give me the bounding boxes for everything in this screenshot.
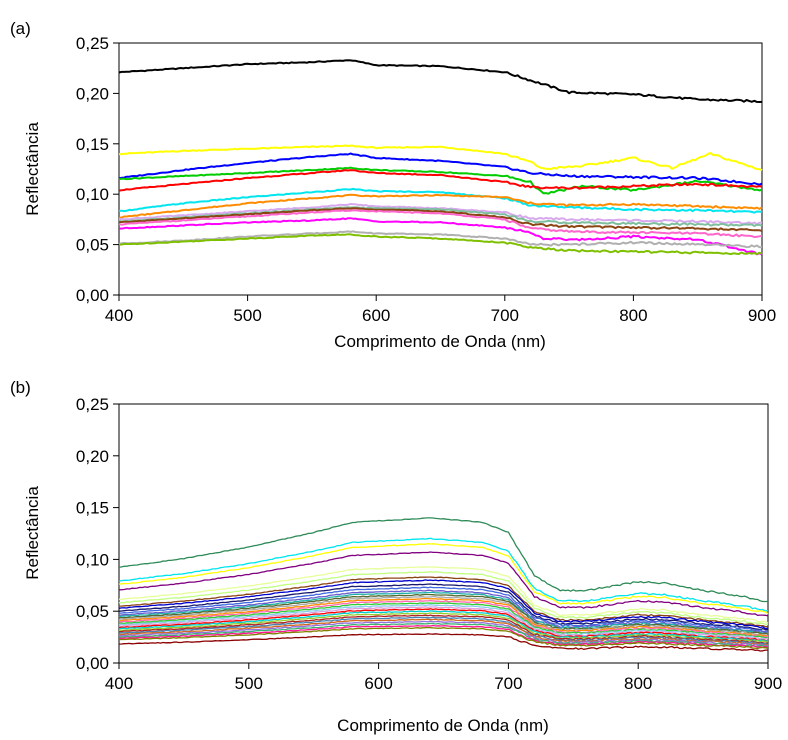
series-line-30 bbox=[118, 633, 768, 652]
series-line-13 bbox=[118, 230, 763, 249]
series-line-6 bbox=[118, 571, 769, 626]
series-line-4 bbox=[118, 551, 769, 617]
panel-b-label: (b) bbox=[10, 378, 31, 397]
panel-b-plot-frame bbox=[118, 403, 769, 664]
y-tick-label: 0,10 bbox=[76, 185, 109, 204]
series-line-6 bbox=[118, 187, 763, 214]
x-tick-label: 400 bbox=[105, 306, 133, 325]
panel-a-y-axis-title: Reflectância bbox=[23, 122, 42, 216]
series-line-14 bbox=[118, 595, 769, 637]
series-line-16 bbox=[119, 599, 769, 638]
panel-a-x-ticks: 400 500 600 700 800 900 bbox=[105, 295, 776, 325]
series-line-29 bbox=[118, 626, 769, 650]
x-tick-label: 900 bbox=[754, 674, 782, 693]
series-line-8 bbox=[118, 579, 769, 630]
panel-b-y-ticks: 0,00 0,05 0,10 0,15 0,20 0,25 bbox=[76, 395, 119, 673]
x-tick-label: 800 bbox=[624, 674, 652, 693]
y-tick-label: 0,05 bbox=[76, 236, 109, 255]
series-line-5 bbox=[118, 566, 769, 624]
series-line-24 bbox=[118, 616, 769, 646]
x-tick-label: 800 bbox=[619, 306, 647, 325]
series-line-11 bbox=[118, 209, 763, 239]
series-line-5 bbox=[118, 169, 763, 192]
series-line-14 bbox=[118, 233, 763, 256]
x-tick-label: 700 bbox=[491, 306, 519, 325]
series-line-27 bbox=[118, 622, 769, 648]
series-line-9 bbox=[118, 206, 763, 227]
series-line-1 bbox=[118, 517, 768, 603]
series-line-8 bbox=[118, 202, 763, 226]
y-tick-label: 0,10 bbox=[76, 550, 109, 569]
panel-a-y-ticks: 0,00 0,05 0,10 0,15 0,20 0,25 bbox=[76, 34, 119, 305]
series-line-2 bbox=[118, 537, 769, 612]
series-line-22 bbox=[119, 612, 769, 643]
series-line-17 bbox=[118, 602, 769, 639]
series-line-28 bbox=[119, 624, 769, 648]
x-tick-label: 600 bbox=[364, 674, 392, 693]
y-tick-label: 0,05 bbox=[76, 602, 109, 621]
series-line-15 bbox=[119, 597, 769, 637]
series-line-10 bbox=[118, 207, 763, 232]
y-tick-label: 0,15 bbox=[76, 499, 109, 518]
y-tick-label: 0,15 bbox=[76, 135, 109, 154]
y-tick-label: 0,25 bbox=[76, 34, 109, 53]
panel-b: (b) 400 500 600 700 800 900 0,000,050,100,150… bbox=[10, 378, 782, 735]
series-line-19 bbox=[119, 606, 769, 640]
panel-b-y-axis-title: Reflectância bbox=[23, 486, 42, 580]
panel-a-series-group bbox=[118, 59, 763, 256]
y-tick-label: 0,20 bbox=[76, 447, 109, 466]
panel-b-x-axis-title: Comprimento de Onda (nm) bbox=[337, 716, 549, 735]
series-line-9 bbox=[118, 583, 769, 631]
panel-b-x-ticks: 400 500 600 700 800 900 bbox=[105, 663, 782, 693]
x-tick-label: 900 bbox=[748, 306, 776, 325]
series-line-25 bbox=[118, 618, 769, 646]
panel-a-plot-frame bbox=[118, 42, 763, 296]
panel-a-x-axis-title: Comprimento de Onda (nm) bbox=[334, 332, 546, 351]
series-line-2 bbox=[118, 144, 763, 172]
series-line-3 bbox=[118, 152, 763, 186]
y-tick-label: 0,00 bbox=[76, 286, 109, 305]
panel-a-label: (a) bbox=[10, 19, 31, 38]
x-tick-label: 400 bbox=[105, 674, 133, 693]
panel-a: (a) 400 500 600 700 800 900 0,000,050,100,150… bbox=[10, 19, 776, 351]
y-tick-label: 0,20 bbox=[76, 84, 109, 103]
panel-b-series-group bbox=[118, 517, 769, 652]
series-line-26 bbox=[119, 620, 769, 647]
x-tick-label: 500 bbox=[233, 306, 261, 325]
series-line-20 bbox=[118, 608, 769, 642]
series-line-3 bbox=[118, 542, 769, 615]
series-line-21 bbox=[118, 610, 769, 642]
series-line-7 bbox=[119, 576, 768, 628]
series-line-12 bbox=[118, 217, 763, 256]
y-tick-label: 0,25 bbox=[76, 395, 109, 414]
series-line-18 bbox=[118, 604, 769, 640]
series-line-1 bbox=[118, 59, 763, 103]
series-line-7 bbox=[118, 193, 763, 219]
x-tick-label: 600 bbox=[362, 306, 390, 325]
series-line-12 bbox=[118, 591, 769, 635]
series-line-10 bbox=[118, 586, 769, 633]
y-tick-label: 0,00 bbox=[76, 654, 109, 673]
x-tick-label: 700 bbox=[494, 674, 522, 693]
series-line-4 bbox=[118, 166, 763, 195]
series-line-13 bbox=[119, 593, 769, 635]
x-tick-label: 500 bbox=[235, 674, 263, 693]
